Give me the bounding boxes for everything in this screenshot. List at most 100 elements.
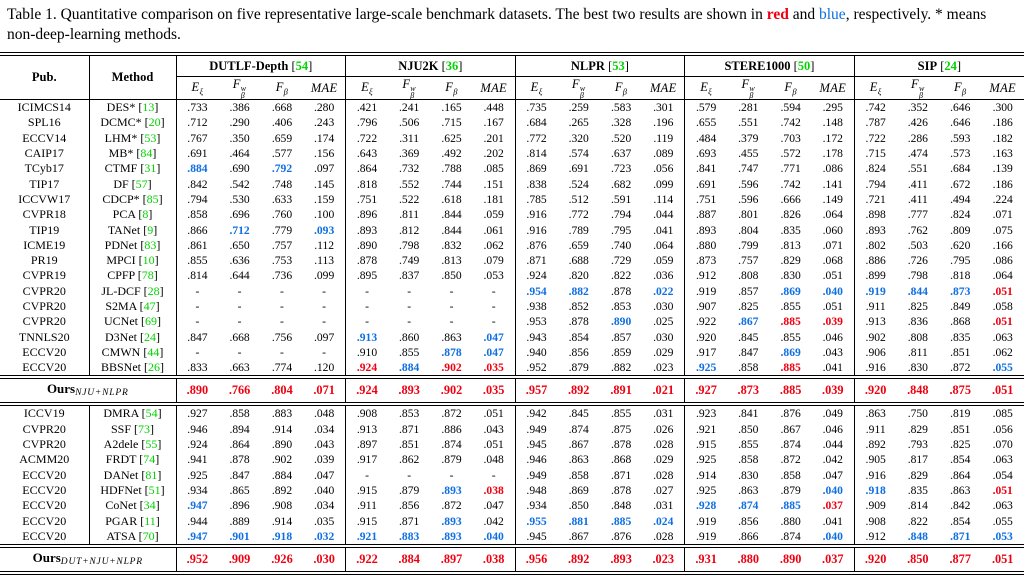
metric-header: MAE	[642, 76, 686, 100]
table-row: TCyb17 CTMF [31] .884 .690 .792 .097 .864 .732.…	[0, 161, 1024, 177]
value-cell: .871	[399, 422, 420, 436]
value-cell: .760	[271, 208, 293, 222]
value-cell: .046	[811, 421, 855, 437]
caption-text: blue	[819, 6, 846, 23]
method-cell: CTMF [31]	[89, 161, 177, 177]
metric-header: Eξ	[684, 76, 728, 100]
value-cell: -	[195, 315, 200, 329]
value-cell: .097	[303, 329, 347, 345]
value-cell: .522	[399, 192, 420, 206]
method-cell: A2dele [55]	[89, 436, 177, 453]
value-cell: .893	[441, 529, 462, 543]
value-cell: .919	[695, 514, 717, 528]
value-cell: .855	[399, 345, 420, 359]
value-cell: .054	[992, 468, 1013, 482]
value-cell: .034	[303, 498, 347, 514]
value-cell: .620	[950, 238, 971, 252]
value-cell: .858	[780, 468, 801, 482]
value-cell: .893	[441, 514, 462, 528]
value-cell: .878	[356, 254, 378, 268]
value-cell: .863	[738, 483, 759, 497]
value-cell: .757	[271, 238, 293, 252]
value-cell: .838	[526, 177, 547, 191]
value-cell: .873	[695, 254, 717, 268]
value-cell: .311	[399, 131, 420, 145]
value-cell: .224	[992, 192, 1013, 206]
value-cell: .887	[695, 208, 717, 222]
value-cell: -	[449, 315, 454, 329]
value-cell: .682	[610, 177, 632, 191]
value-cell: .594	[780, 101, 801, 115]
value-cell: -	[365, 315, 369, 329]
value-cell: .943	[526, 330, 547, 344]
citation-ref: 57	[135, 176, 148, 191]
value-cell: .583	[610, 101, 632, 115]
value-cell: .847	[738, 345, 759, 359]
value-cell: .777	[907, 208, 928, 222]
value-cell: .916	[526, 208, 547, 222]
pub-cell: ECCV14	[0, 130, 90, 146]
citation-ref: 81	[145, 467, 158, 482]
citation-ref: 84	[140, 146, 153, 161]
value-cell: .921	[356, 529, 378, 543]
table-row: CVPR20 S2MA [47] - - - - - - - - .938.852.853.030.…	[0, 298, 1024, 315]
value-cell: .798	[399, 238, 420, 252]
citation-ref: 20	[148, 115, 161, 130]
value-cell: .879	[441, 453, 462, 467]
value-cell: .835	[780, 223, 801, 237]
value-cell: .051	[981, 544, 1024, 576]
value-cell: .044	[642, 207, 686, 223]
value-cell: -	[407, 300, 412, 313]
value-cell: .917	[695, 345, 717, 359]
value-cell: .832	[441, 238, 462, 252]
table-row: SPL16 DCMC* [20] .712 .290 .406 .243 .796 .506.…	[0, 115, 1024, 131]
group-header-sip: SIP [24]	[854, 54, 1024, 77]
value-cell: .875	[610, 422, 632, 436]
value-cell: .867	[568, 529, 589, 543]
value-cell: .071	[992, 208, 1013, 222]
value-cell: .869	[780, 284, 801, 298]
value-cell: .591	[610, 192, 632, 206]
value-cell: .762	[907, 223, 928, 237]
pub-cell: ECCV20	[0, 467, 90, 483]
metric-header: Eξ	[854, 76, 897, 100]
table-row: TIP17 DF [57] .842 .542 .748 .145 .818 .552 .744…	[0, 176, 1024, 192]
value-cell: .901	[229, 529, 250, 543]
value-cell: .864	[229, 438, 250, 452]
value-cell: .878	[610, 284, 632, 298]
value-cell: .902	[441, 361, 462, 375]
value-cell: -	[237, 284, 242, 298]
method-cell: PCA [8]	[89, 207, 177, 223]
value-cell: .855	[780, 330, 801, 344]
value-cell: .795	[610, 223, 632, 237]
citation-ref: 8	[142, 207, 149, 222]
metric-header: Fβ	[430, 76, 473, 100]
value-cell: .063	[992, 453, 1013, 467]
value-cell: .845	[738, 330, 759, 344]
value-cell: .051	[472, 404, 516, 422]
table-row: ECCV20 HDFNet [51] .934 .865 .892 .040 .915 .87…	[0, 482, 1024, 499]
value-cell: .028	[642, 467, 686, 483]
value-cell: .139	[992, 162, 1013, 176]
value-cell: .668	[271, 101, 293, 115]
value-cell: -	[365, 284, 369, 298]
value-cell: .300	[992, 101, 1013, 115]
table-row: CVPR18 PCA [8] .858 .696 .760 .100 .896 .811 .84…	[0, 207, 1024, 223]
value-cell: .041	[811, 513, 855, 529]
value-cell: .735	[526, 101, 547, 115]
value-cell: .863	[568, 453, 589, 467]
value-cell: .040	[472, 528, 516, 547]
value-cell: .530	[229, 192, 250, 206]
value-cell: -	[303, 314, 347, 330]
value-cell: .915	[356, 514, 378, 528]
value-cell: .818	[950, 269, 971, 283]
value-cell: .029	[642, 344, 686, 361]
value-cell: .922	[695, 315, 717, 329]
value-cell: .801	[738, 208, 759, 222]
value-cell: .849	[950, 300, 971, 313]
table-row: ECCV20 ATSA [70] .947 .901 .918 .032 .921 .883.…	[0, 528, 1024, 547]
ours-row: OursDUT+NJU+NLPR .952.909.926.030.922.884…	[0, 544, 1024, 576]
value-cell: .885	[769, 375, 812, 407]
value-cell: .925	[695, 483, 717, 497]
